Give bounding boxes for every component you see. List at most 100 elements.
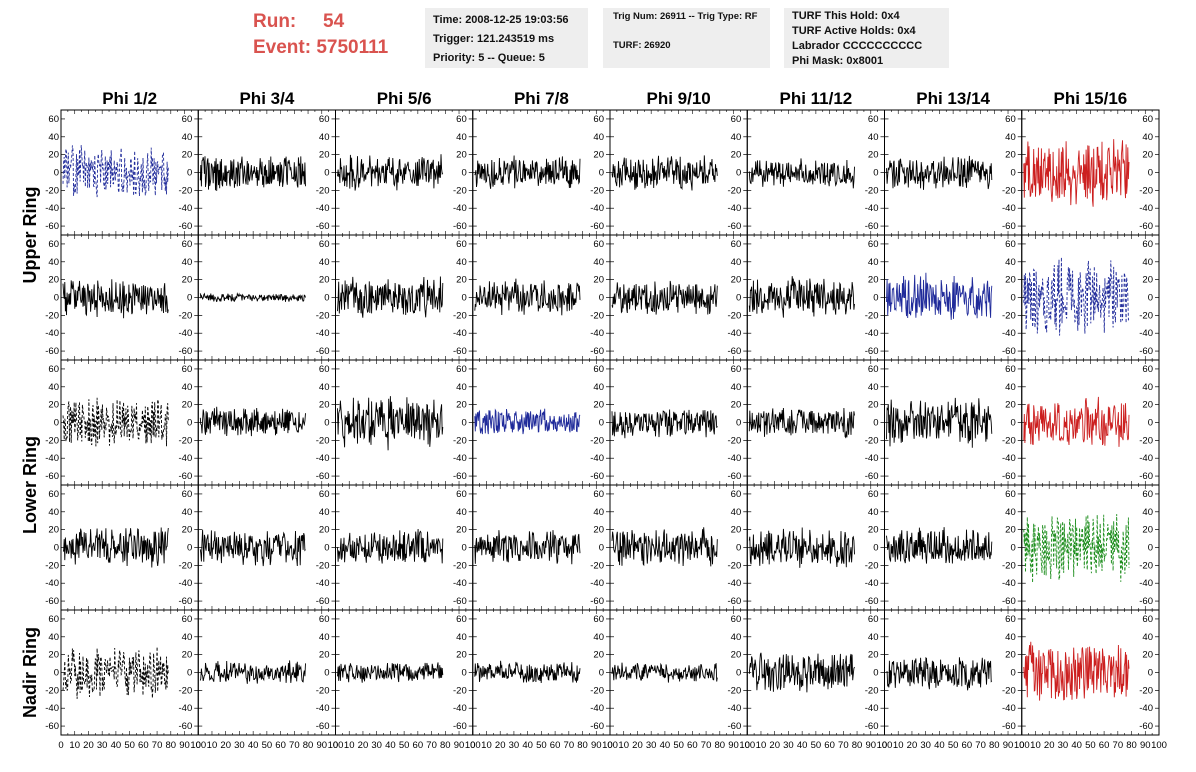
y-tick-label: -60 <box>316 346 330 357</box>
y-tick-label: -40 <box>453 578 467 589</box>
y-tick-label: 20 <box>319 150 330 161</box>
y-tick-label: -60 <box>45 721 59 732</box>
x-tick-label: 10 <box>1030 740 1041 751</box>
x-tick-label: 80 <box>303 740 314 751</box>
y-tick-label: -60 <box>45 596 59 607</box>
waveform-trace <box>337 528 444 564</box>
waveform-trace <box>611 155 718 191</box>
y-tick-label: 20 <box>48 650 59 661</box>
y-tick-label: 60 <box>593 114 604 125</box>
x-tick-label: 70 <box>426 740 437 751</box>
y-tick-label: -60 <box>316 221 330 232</box>
x-tick-label: 60 <box>1099 740 1110 751</box>
y-tick-label: 20 <box>593 275 604 286</box>
y-tick-label: 40 <box>319 507 330 518</box>
y-tick-label: 0 <box>324 668 329 679</box>
y-tick-label: -20 <box>728 185 742 196</box>
x-tick-label: 60 <box>687 740 698 751</box>
y-tick-label: -40 <box>1002 328 1016 339</box>
y-tick-label: -40 <box>1002 203 1016 214</box>
x-tick-label: 20 <box>1044 740 1055 751</box>
y-tick-label: 60 <box>593 239 604 250</box>
x-tick-label: 0 <box>196 740 201 751</box>
y-tick-label: 60 <box>868 114 879 125</box>
y-tick-label: 20 <box>319 525 330 536</box>
x-tick-label: 70 <box>701 740 712 751</box>
x-tick-label: 30 <box>234 740 245 751</box>
y-tick-label: 40 <box>319 382 330 393</box>
y-tick-label: 60 <box>319 489 330 500</box>
waveform-trace <box>62 145 169 198</box>
y-tick-label: 20 <box>868 275 879 286</box>
y-tick-label: -20 <box>1139 185 1153 196</box>
y-tick-label: 0 <box>873 543 878 554</box>
x-tick-label: 0 <box>607 740 612 751</box>
y-tick-label: 40 <box>456 507 467 518</box>
y-tick-label: 0 <box>1010 418 1015 429</box>
y-tick-label: 20 <box>1005 275 1016 286</box>
y-tick-label: 20 <box>731 400 742 411</box>
y-tick-label: 0 <box>1148 543 1153 554</box>
y-tick-label: 60 <box>319 114 330 125</box>
y-tick-label: 20 <box>868 650 879 661</box>
y-tick-label: -60 <box>728 471 742 482</box>
y-tick-label: 60 <box>456 364 467 375</box>
y-tick-label: 0 <box>736 543 741 554</box>
y-tick-label: -20 <box>453 560 467 571</box>
y-tick-label: 40 <box>731 382 742 393</box>
y-tick-label: 0 <box>187 668 192 679</box>
x-tick-label: 30 <box>920 740 931 751</box>
y-tick-label: 20 <box>731 150 742 161</box>
y-tick-label: 40 <box>1142 382 1153 393</box>
x-tick-label: 40 <box>934 740 945 751</box>
x-tick-label: 90 <box>1140 740 1151 751</box>
y-tick-label: -20 <box>316 185 330 196</box>
y-tick-label: -60 <box>728 346 742 357</box>
waveform-trace <box>1023 641 1130 701</box>
y-tick-label: 40 <box>319 632 330 643</box>
y-tick-label: 60 <box>456 114 467 125</box>
x-tick-label: 20 <box>220 740 231 751</box>
x-tick-label: 90 <box>591 740 602 751</box>
y-tick-label: -60 <box>865 221 879 232</box>
y-tick-label: 0 <box>461 668 466 679</box>
y-tick-label: 20 <box>456 525 467 536</box>
x-tick-label: 70 <box>152 740 163 751</box>
y-tick-label: -40 <box>316 453 330 464</box>
y-tick-label: -40 <box>1002 703 1016 714</box>
y-tick-label: -20 <box>865 435 879 446</box>
y-tick-label: 40 <box>1142 132 1153 143</box>
y-tick-label: -60 <box>316 596 330 607</box>
y-tick-label: 20 <box>182 650 193 661</box>
x-tick-label: 20 <box>632 740 643 751</box>
y-tick-label: -60 <box>865 471 879 482</box>
y-tick-label: 60 <box>1005 114 1016 125</box>
y-tick-label: 0 <box>1010 668 1015 679</box>
y-tick-label: -60 <box>45 346 59 357</box>
waveform-trace <box>1023 139 1130 207</box>
y-tick-label: -40 <box>179 203 193 214</box>
y-tick-label: 40 <box>593 382 604 393</box>
y-tick-label: 0 <box>599 168 604 179</box>
y-tick-label: -20 <box>865 310 879 321</box>
y-tick-label: 40 <box>456 257 467 268</box>
y-tick-label: -20 <box>45 560 59 571</box>
x-tick-label: 0 <box>1019 740 1024 751</box>
turf-info-box: TURF This Hold: 0x4 TURF Active Holds: 0… <box>784 8 949 68</box>
waveform-trace <box>748 158 855 189</box>
y-tick-label: -20 <box>179 185 193 196</box>
y-tick-label: 0 <box>736 668 741 679</box>
y-tick-label: 40 <box>1005 507 1016 518</box>
waveform-trace <box>886 397 993 448</box>
y-tick-label: 0 <box>54 168 59 179</box>
y-tick-label: -40 <box>453 453 467 464</box>
y-tick-label: 20 <box>731 525 742 536</box>
x-tick-label: 100 <box>1151 740 1167 751</box>
x-tick-label: 40 <box>111 740 122 751</box>
y-tick-label: 20 <box>456 150 467 161</box>
y-tick-label: 0 <box>187 418 192 429</box>
y-tick-label: 0 <box>599 293 604 304</box>
y-tick-label: -60 <box>1139 721 1153 732</box>
y-tick-label: -20 <box>1139 685 1153 696</box>
y-tick-label: -60 <box>590 346 604 357</box>
